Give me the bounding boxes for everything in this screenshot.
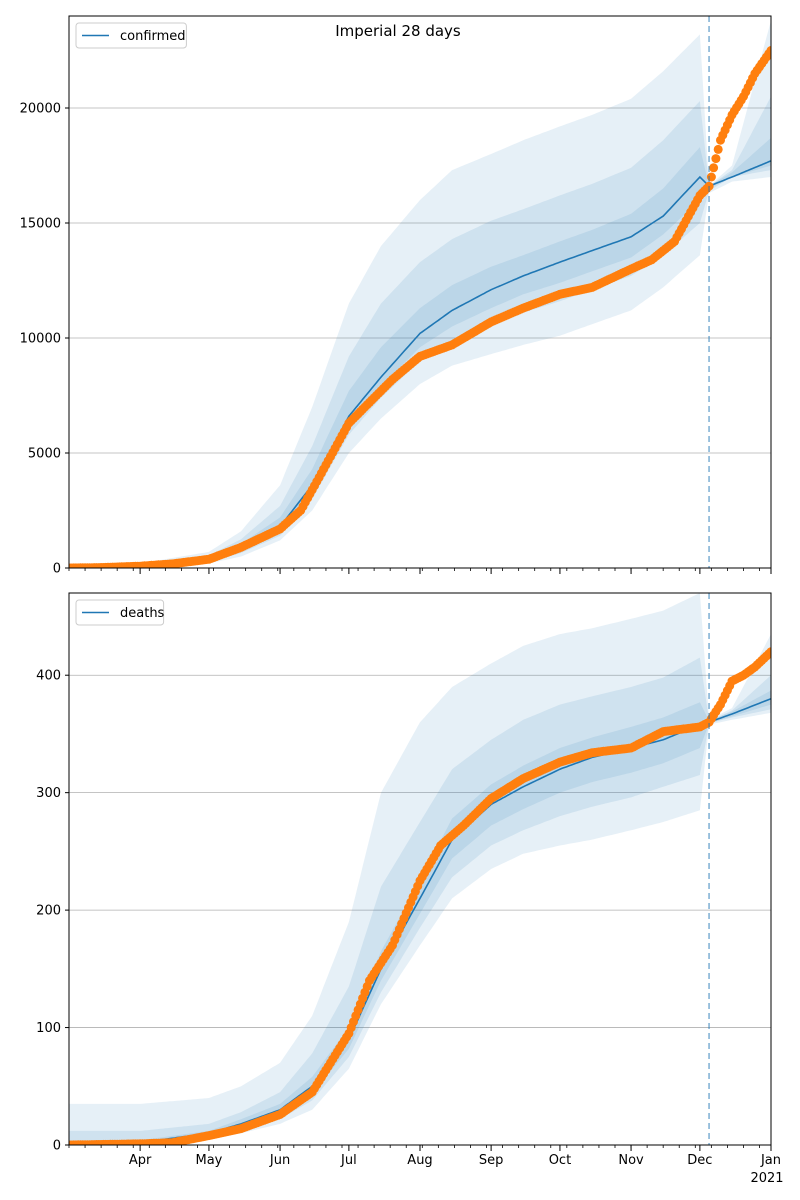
uncertainty-band-0 [69,593,771,1145]
uncertainty-band-1 [69,657,771,1145]
observed-point [713,144,723,154]
observed-point [766,46,771,55]
y-tick-label: 0 [53,1139,61,1154]
deaths-panel: 0 100 200 300 400 Apr May Jun Jul Aug Sep Oct Nov Dec… [36,592,784,1186]
y-tick-label: 10000 [20,332,61,347]
x-tick-label: Sep [479,1153,504,1168]
y-tick-label: 15000 [20,217,61,232]
uncertainty-band-2 [69,690,771,1145]
observed-point [706,172,716,182]
x-axis: Apr May Jun Jul Aug Sep Oct Nov Dec Jan 2021 [68,1145,784,1186]
observed-points [69,46,771,568]
x-tick-label: May [195,1153,222,1168]
y-tick-label: 5000 [28,447,61,462]
x-tick-label: Aug [407,1153,432,1168]
plot-area [69,593,771,1145]
x-tick-label: Nov [618,1153,644,1168]
observed-point [766,647,771,657]
y-tick-label: 200 [36,904,61,919]
uncertainty-band-2 [69,137,771,568]
observed-point [709,163,719,173]
y-tick-label: 20000 [20,102,61,117]
x-tick-label: Dec [687,1153,712,1168]
x-tick-label: Apr [129,1153,152,1168]
gridlines [69,107,771,454]
legend: confirmed [75,22,187,49]
x-year-label: 2021 [750,1171,783,1186]
confirmed-panel: 0 5000 10000 15000 20000 confirmed [20,15,772,577]
x-tick-label: Jul [340,1153,357,1168]
y-axis: 0 5000 10000 15000 20000 [20,102,69,577]
gridlines [69,674,771,1028]
observed-points [69,647,771,1145]
x-axis [68,568,772,574]
y-axis: 0 100 200 300 400 [36,669,69,1154]
x-tick-label: Jun [269,1153,290,1168]
x-tick-label: Jan [760,1153,781,1168]
uncertainty-band-1 [69,96,771,568]
y-tick-label: 100 [36,1021,61,1036]
figure-title: Imperial 28 days [335,22,461,40]
observed-point [711,154,721,164]
legend-box [75,22,187,49]
legend: deaths [75,599,165,626]
y-tick-label: 0 [53,562,61,577]
uncertainty-band-0 [69,20,771,568]
y-tick-label: 300 [36,786,61,801]
plot-area [69,20,771,568]
legend-box [75,599,165,626]
legend-label: confirmed [120,29,186,44]
y-tick-label: 400 [36,669,61,684]
legend-label: deaths [120,606,165,621]
x-tick-label: Oct [549,1153,571,1168]
